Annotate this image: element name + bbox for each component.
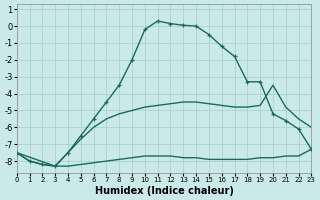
X-axis label: Humidex (Indice chaleur): Humidex (Indice chaleur) [95, 186, 234, 196]
